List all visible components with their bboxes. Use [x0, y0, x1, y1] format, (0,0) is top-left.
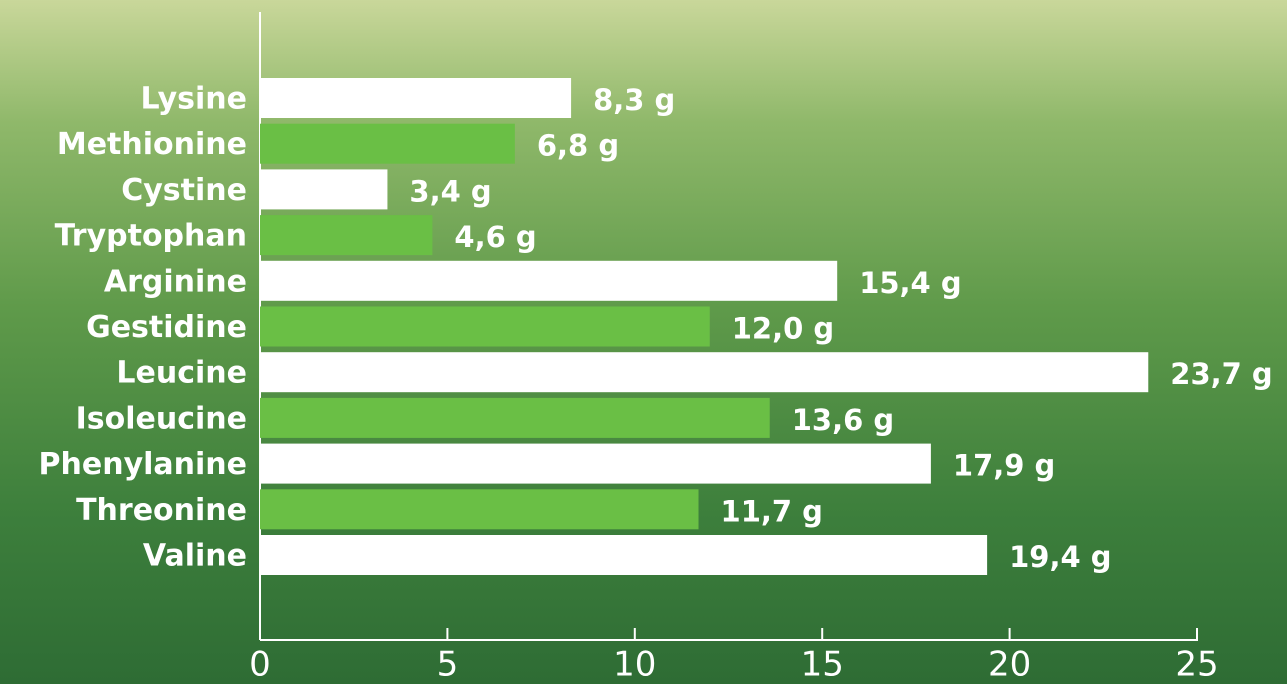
- category-label: Leucine: [116, 356, 247, 391]
- bar: [260, 215, 432, 255]
- bar: [260, 169, 387, 209]
- bar: [260, 124, 515, 164]
- category-label: Cystine: [121, 173, 247, 208]
- value-label: 4,6 g: [454, 220, 536, 254]
- value-label: 23,7 g: [1170, 357, 1272, 391]
- category-label: Threonine: [76, 493, 247, 528]
- bar: [260, 535, 987, 575]
- x-tick-label: 15: [801, 645, 844, 684]
- category-label: Lysine: [141, 82, 247, 117]
- value-label: 17,9 g: [953, 449, 1055, 483]
- x-tick-label: 0: [249, 645, 271, 684]
- x-tick-label: 5: [437, 645, 459, 684]
- bar: [260, 398, 770, 438]
- value-label: 13,6 g: [792, 403, 894, 437]
- value-label: 11,7 g: [721, 494, 823, 528]
- value-label: 15,4 g: [859, 266, 961, 300]
- bar: [260, 307, 710, 347]
- bar: [260, 78, 571, 118]
- value-label: 12,0 g: [732, 312, 834, 346]
- bar: [260, 489, 699, 529]
- x-tick-label: 20: [988, 645, 1031, 684]
- x-tick-label: 10: [613, 645, 656, 684]
- category-label: Valine: [143, 539, 247, 574]
- value-label: 19,4 g: [1009, 540, 1111, 574]
- category-label: Methionine: [57, 127, 247, 162]
- category-label: Arginine: [104, 264, 247, 299]
- x-tick-label: 25: [1175, 645, 1218, 684]
- bar: [260, 352, 1148, 392]
- category-label: Phenylanine: [39, 447, 247, 482]
- value-label: 6,8 g: [537, 129, 619, 163]
- category-label: Gestidine: [86, 310, 247, 345]
- category-label: Isoleucine: [76, 401, 247, 436]
- value-label: 8,3 g: [593, 83, 675, 117]
- page: 0 5 10 15 20 25 Lysine 8,3 g Methionine 6,8 g Cyst…: [0, 0, 1287, 684]
- value-label: 3,4 g: [409, 174, 491, 208]
- bar: [260, 261, 837, 301]
- category-label: Tryptophan: [55, 219, 247, 254]
- chart: 0 5 10 15 20 25 Lysine 8,3 g Methionine 6,8 g Cyst…: [0, 0, 1287, 684]
- bar: [260, 444, 931, 484]
